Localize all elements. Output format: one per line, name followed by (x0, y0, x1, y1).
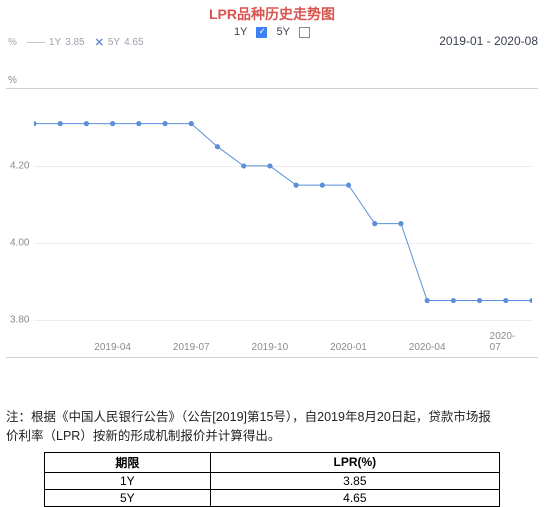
legend-1y-label: 1Y (49, 37, 61, 48)
legend-5y-value: 4.65 (124, 37, 143, 48)
legend-1y-value: 3.85 (65, 37, 84, 48)
x-axis-label: 2020-04 (409, 342, 446, 353)
table-header-row: 期限 LPR(%) (45, 452, 500, 472)
x-axis-label: 2019-04 (94, 342, 131, 353)
lpr-panel: LPR品种历史走势图 1Y 5Y % 1Y 3.85 ✕ 5Y 4.65 201… (0, 0, 544, 507)
y-unit-label: % (8, 75, 17, 86)
footnote: 注：根据《中国人民银行公告》（公告[2019]第15号），自2019年8月20日… (6, 408, 500, 446)
x-axis-label: 2020-07 (490, 331, 522, 353)
toggle-5y-checkbox[interactable] (299, 27, 310, 38)
toggle-1y-label: 1Y (234, 26, 247, 38)
toggle-5y-label: 5Y (277, 26, 290, 38)
title-row: LPR品种历史走势图 (0, 0, 544, 24)
legend-5y-label: 5Y (108, 37, 120, 48)
chart-plot-area[interactable]: 3.804.004.20 (34, 89, 532, 339)
lpr-table: 期限 LPR(%) 1Y 3.85 5Y 4.65 (44, 452, 500, 507)
legend-1y-swatch (27, 42, 45, 43)
x-axis-label: 2020-01 (330, 342, 367, 353)
legend-5y: ✕ 5Y 4.65 (95, 36, 144, 49)
chart-legend: % 1Y 3.85 ✕ 5Y 4.65 (8, 36, 144, 49)
legend-5y-swatch: ✕ (95, 36, 104, 49)
chart-title: LPR品种历史走势图 (209, 6, 335, 22)
x-axis-label: 2019-07 (173, 342, 210, 353)
x-axis-label: 2019-10 (252, 342, 289, 353)
chart-container: % 3.804.004.20 2019-042019-072019-102020… (6, 88, 538, 358)
table-cell-lpr: 3.85 (210, 472, 499, 489)
legend-1y: 1Y 3.85 (27, 37, 85, 48)
y-axis-unit: % (8, 37, 17, 48)
date-range: 2019-01 - 2020-08 (439, 34, 538, 48)
table-row: 1Y 3.85 (45, 472, 500, 489)
table-cell-term: 1Y (45, 472, 211, 489)
toggle-1y-checkbox[interactable] (256, 27, 267, 38)
table-header-lpr: LPR(%) (210, 452, 499, 472)
table-header-term: 期限 (45, 452, 211, 472)
